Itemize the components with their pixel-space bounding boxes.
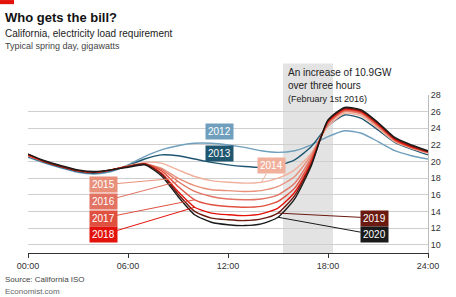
svg-text:12:00: 12:00 xyxy=(217,261,240,271)
svg-text:California, electricity load r: California, electricity load requirement xyxy=(5,28,173,39)
svg-text:26: 26 xyxy=(431,107,441,117)
svg-text:Economist.com: Economist.com xyxy=(5,287,60,296)
svg-text:2019: 2019 xyxy=(363,213,386,224)
svg-text:Source: California ISO: Source: California ISO xyxy=(5,275,85,284)
svg-text:14: 14 xyxy=(431,207,441,217)
svg-text:18: 18 xyxy=(431,173,441,183)
svg-text:22: 22 xyxy=(431,140,441,150)
svg-text:2016: 2016 xyxy=(92,196,115,207)
svg-text:24: 24 xyxy=(431,123,441,133)
svg-text:2015: 2015 xyxy=(92,179,115,190)
svg-text:2014: 2014 xyxy=(260,160,283,171)
svg-text:12: 12 xyxy=(431,223,441,233)
svg-text:16: 16 xyxy=(431,190,441,200)
svg-text:2020: 2020 xyxy=(363,229,386,240)
svg-text:00:00: 00:00 xyxy=(17,261,40,271)
svg-text:An increase of 10.9GWover thre: An increase of 10.9GWover three hours(Fe… xyxy=(288,67,392,104)
svg-text:10: 10 xyxy=(431,240,441,250)
svg-text:06:00: 06:00 xyxy=(117,261,140,271)
svg-text:28: 28 xyxy=(431,90,441,100)
svg-text:Who gets the bill?: Who gets the bill? xyxy=(5,10,117,25)
svg-text:24:00: 24:00 xyxy=(417,261,440,271)
svg-text:2017: 2017 xyxy=(92,213,115,224)
svg-text:20: 20 xyxy=(431,157,441,167)
svg-text:2012: 2012 xyxy=(208,126,231,137)
svg-text:Typical spring day, gigawatts: Typical spring day, gigawatts xyxy=(5,41,120,51)
svg-text:18:00: 18:00 xyxy=(317,261,340,271)
svg-text:2013: 2013 xyxy=(208,148,231,159)
svg-text:2018: 2018 xyxy=(92,229,115,240)
